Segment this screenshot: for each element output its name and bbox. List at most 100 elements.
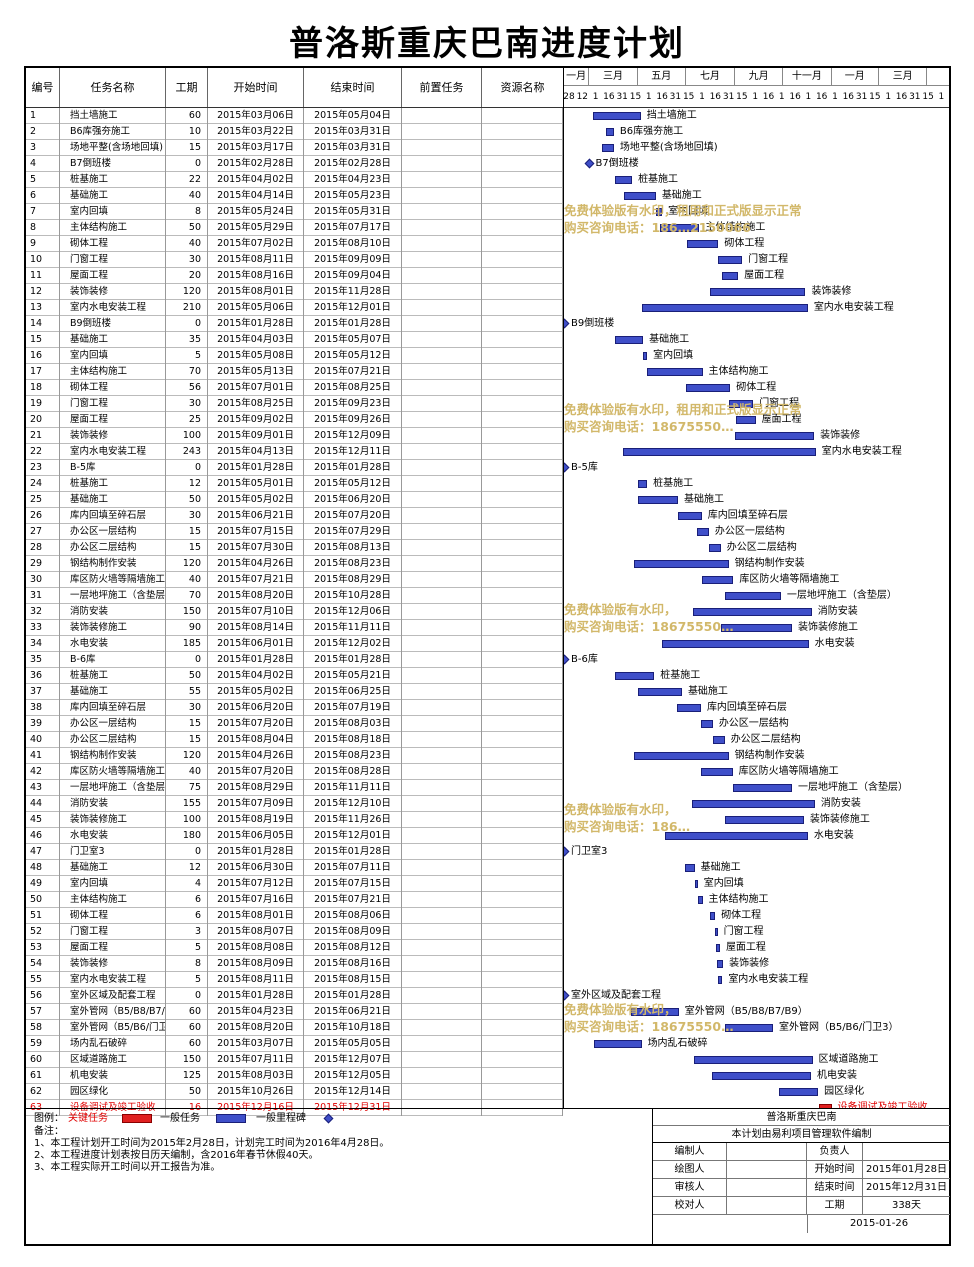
gantt-bar[interactable] bbox=[631, 1008, 679, 1016]
col-header-id[interactable]: 编号 bbox=[26, 68, 60, 108]
gantt-bar[interactable] bbox=[778, 1088, 819, 1096]
gantt-bar[interactable] bbox=[729, 400, 754, 408]
gantt-bar[interactable] bbox=[659, 224, 700, 232]
gantt-milestone[interactable] bbox=[564, 654, 570, 665]
table-row[interactable]: 28 办公区二层结构 15 2015年07月30日 2015年08月13日 bbox=[26, 540, 563, 556]
gantt-bar[interactable] bbox=[614, 672, 655, 680]
gantt-bar[interactable] bbox=[677, 704, 701, 712]
gantt-bar[interactable] bbox=[677, 512, 702, 520]
table-row[interactable]: 11 屋面工程 20 2015年08月16日 2015年09月04日 bbox=[26, 268, 563, 284]
info-drawer-value[interactable] bbox=[727, 1161, 807, 1178]
table-row[interactable]: 25 基础施工 50 2015年05月02日 2015年06月20日 bbox=[26, 492, 563, 508]
gantt-bar[interactable] bbox=[712, 736, 725, 744]
table-row[interactable]: 27 办公区一层结构 15 2015年07月15日 2015年07月29日 bbox=[26, 524, 563, 540]
gantt-bar[interactable] bbox=[700, 768, 733, 776]
gantt-bar[interactable] bbox=[734, 432, 815, 440]
gantt-bar[interactable] bbox=[694, 880, 698, 888]
gantt-bar[interactable] bbox=[605, 128, 614, 136]
table-row[interactable]: 8 主体结构施工 50 2015年05月29日 2015年07月17日 bbox=[26, 220, 563, 236]
table-row[interactable]: 33 装饰装修施工 90 2015年08月14日 2015年11月11日 bbox=[26, 620, 563, 636]
gantt-bar[interactable] bbox=[732, 784, 792, 792]
gantt-bar[interactable] bbox=[725, 1024, 773, 1032]
table-row[interactable]: 60 区域道路施工 150 2015年07月11日 2015年12月07日 bbox=[26, 1052, 563, 1068]
table-row[interactable]: 30 库区防火墙等隔墙施工 40 2015年07月21日 2015年08月29日 bbox=[26, 572, 563, 588]
table-row[interactable]: 38 库内回填至碎石层 30 2015年06月20日 2015年07月19日 bbox=[26, 700, 563, 716]
gantt-critical-bar[interactable] bbox=[818, 1104, 832, 1108]
gantt-bar[interactable] bbox=[692, 800, 815, 808]
table-row[interactable]: 6 基础施工 40 2015年04月14日 2015年05月23日 bbox=[26, 188, 563, 204]
gantt-bar[interactable] bbox=[697, 896, 703, 904]
col-header-task-name[interactable]: 任务名称 bbox=[60, 68, 166, 108]
table-row[interactable]: 42 库区防火墙等隔墙施工 40 2015年07月20日 2015年08月28日 bbox=[26, 764, 563, 780]
gantt-bar[interactable] bbox=[601, 144, 614, 152]
gantt-bar[interactable] bbox=[637, 480, 648, 488]
gantt-bar[interactable] bbox=[665, 832, 808, 840]
table-row[interactable]: 61 机电安装 125 2015年08月03日 2015年12月05日 bbox=[26, 1068, 563, 1084]
gantt-bar[interactable] bbox=[715, 928, 719, 936]
table-row[interactable]: 7 室内回填 8 2015年05月24日 2015年05月31日 bbox=[26, 204, 563, 220]
gantt-bar[interactable] bbox=[643, 352, 648, 360]
table-row[interactable]: 51 砌体工程 6 2015年08月01日 2015年08月06日 bbox=[26, 908, 563, 924]
info-leader-value[interactable] bbox=[863, 1143, 950, 1160]
table-row[interactable]: 45 装饰装修施工 100 2015年08月19日 2015年11月26日 bbox=[26, 812, 563, 828]
table-row[interactable]: 54 装饰装修 8 2015年08月09日 2015年08月16日 bbox=[26, 956, 563, 972]
table-row[interactable]: 20 屋面工程 25 2015年09月02日 2015年09月26日 bbox=[26, 412, 563, 428]
table-row[interactable]: 29 钢结构制作安装 120 2015年04月26日 2015年08月23日 bbox=[26, 556, 563, 572]
table-row[interactable]: 52 门窗工程 3 2015年08月07日 2015年08月09日 bbox=[26, 924, 563, 940]
table-row[interactable]: 12 装饰装修 120 2015年08月01日 2015年11月28日 bbox=[26, 284, 563, 300]
gantt-bar[interactable] bbox=[638, 496, 678, 504]
gantt-bar[interactable] bbox=[615, 336, 644, 344]
info-compiler-value[interactable] bbox=[727, 1143, 807, 1160]
table-row[interactable]: 35 B-6库 0 2015年01月28日 2015年01月28日 bbox=[26, 652, 563, 668]
gantt-bar[interactable] bbox=[735, 416, 756, 424]
col-header-end[interactable]: 结束时间 bbox=[304, 68, 402, 108]
table-row[interactable]: 49 室内回填 4 2015年07月12日 2015年07月15日 bbox=[26, 876, 563, 892]
table-row[interactable]: 10 门窗工程 30 2015年08月11日 2015年09月09日 bbox=[26, 252, 563, 268]
gantt-milestone[interactable] bbox=[564, 318, 570, 329]
gantt-bar[interactable] bbox=[718, 976, 723, 984]
table-row[interactable]: 36 桩基施工 50 2015年04月02日 2015年05月21日 bbox=[26, 668, 563, 684]
table-row[interactable]: 47 门卫室3 0 2015年01月28日 2015年01月28日 bbox=[26, 844, 563, 860]
gantt-bar[interactable] bbox=[655, 208, 663, 216]
gantt-milestone[interactable] bbox=[564, 846, 570, 857]
gantt-bar[interactable] bbox=[722, 272, 739, 280]
gantt-milestone[interactable] bbox=[564, 990, 570, 1001]
table-row[interactable]: 13 室内水电安装工程 210 2015年05月06日 2015年12月01日 bbox=[26, 300, 563, 316]
table-row[interactable]: 43 一层地坪施工（含垫层） 75 2015年08月29日 2015年11月11日 bbox=[26, 780, 563, 796]
table-row[interactable]: 14 B9倒班楼 0 2015年01月28日 2015年01月28日 bbox=[26, 316, 563, 332]
gantt-bar[interactable] bbox=[662, 640, 809, 648]
table-row[interactable]: 22 室内水电安装工程 243 2015年04月13日 2015年12月11日 bbox=[26, 444, 563, 460]
table-row[interactable]: 34 水电安装 185 2015年06月01日 2015年12月02日 bbox=[26, 636, 563, 652]
table-row[interactable]: 24 桩基施工 12 2015年05月01日 2015年05月12日 bbox=[26, 476, 563, 492]
gantt-bar[interactable] bbox=[720, 624, 792, 632]
table-row[interactable]: 59 场内乱石破碎 60 2015年03月07日 2015年05月05日 bbox=[26, 1036, 563, 1052]
gantt-bar[interactable] bbox=[710, 288, 806, 296]
table-row[interactable]: 5 桩基施工 22 2015年04月02日 2015年04月23日 bbox=[26, 172, 563, 188]
table-row[interactable]: 31 一层地坪施工（含垫层） 70 2015年08月20日 2015年10月28日 bbox=[26, 588, 563, 604]
col-header-predecessor[interactable]: 前置任务 bbox=[402, 68, 482, 108]
table-row[interactable]: 3 场地平整(含场地回填) 15 2015年03月17日 2015年03月31日 bbox=[26, 140, 563, 156]
table-row[interactable]: 40 办公区二层结构 15 2015年08月04日 2015年08月18日 bbox=[26, 732, 563, 748]
table-row[interactable]: 17 主体结构施工 70 2015年05月13日 2015年07月21日 bbox=[26, 364, 563, 380]
table-row[interactable]: 62 园区绿化 50 2015年10月26日 2015年12月14日 bbox=[26, 1084, 563, 1100]
table-row[interactable]: 48 基础施工 12 2015年06月30日 2015年07月11日 bbox=[26, 860, 563, 876]
table-row[interactable]: 19 门窗工程 30 2015年08月25日 2015年09月23日 bbox=[26, 396, 563, 412]
table-row[interactable]: 16 室内回填 5 2015年05月08日 2015年05月12日 bbox=[26, 348, 563, 364]
gantt-bar[interactable] bbox=[710, 912, 716, 920]
table-row[interactable]: 50 主体结构施工 6 2015年07月16日 2015年07月21日 bbox=[26, 892, 563, 908]
gantt-bar[interactable] bbox=[716, 960, 724, 968]
gantt-bar[interactable] bbox=[724, 816, 804, 824]
info-checker-value[interactable] bbox=[727, 1197, 807, 1214]
table-row[interactable]: 55 室内水电安装工程 5 2015年08月11日 2015年08月15日 bbox=[26, 972, 563, 988]
table-row[interactable]: 46 水电安装 180 2015年06月05日 2015年12月01日 bbox=[26, 828, 563, 844]
gantt-bar[interactable] bbox=[725, 592, 781, 600]
gantt-bar[interactable] bbox=[693, 608, 812, 616]
gantt-bar[interactable] bbox=[641, 304, 808, 312]
gantt-bar[interactable] bbox=[715, 944, 720, 952]
gantt-bar[interactable] bbox=[623, 448, 816, 456]
col-header-resource[interactable]: 资源名称 bbox=[500, 81, 545, 94]
gantt-bar[interactable] bbox=[686, 240, 719, 248]
col-header-start[interactable]: 开始时间 bbox=[208, 68, 304, 108]
table-row[interactable]: 26 库内回填至碎石层 30 2015年06月21日 2015年07月20日 bbox=[26, 508, 563, 524]
col-header-duration[interactable]: 工期 bbox=[166, 68, 208, 108]
